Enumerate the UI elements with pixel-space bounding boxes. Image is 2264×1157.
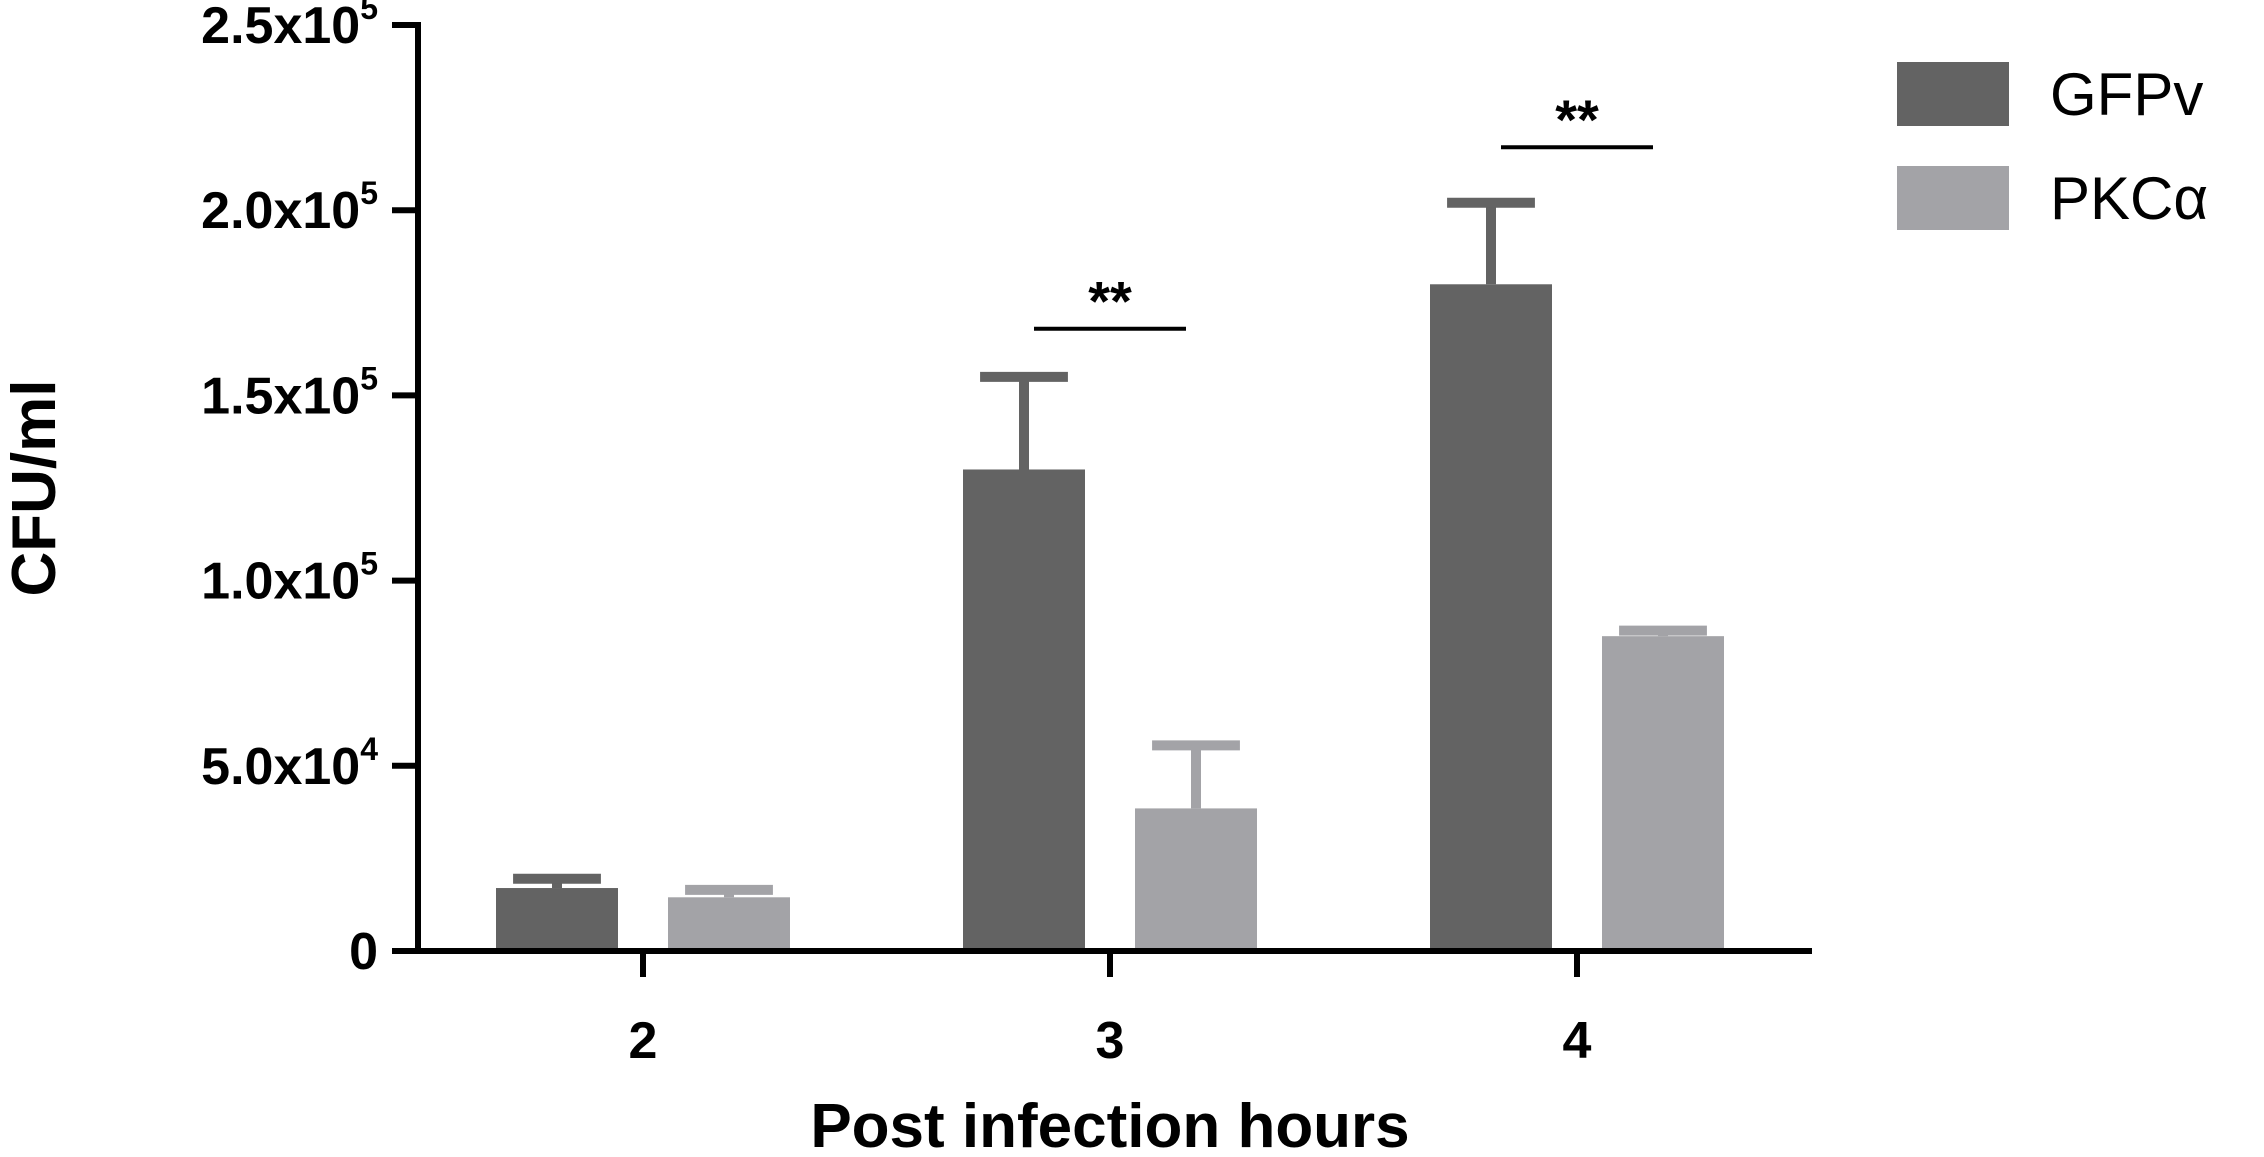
legend-swatch-gfpv [1897, 62, 2009, 126]
bar-pkcα-2h [668, 897, 790, 951]
y-tick-label-base: 2.5x10 [201, 0, 360, 55]
y-tick-label: 1.0x105 [201, 546, 378, 611]
y-tick-label-exponent: 5 [360, 175, 378, 211]
legend-swatch-pkca [1897, 166, 2009, 230]
x-tick-label: 2 [629, 1012, 658, 1070]
y-tick-label-exponent: 5 [360, 0, 378, 26]
y-tick-label-base: 0 [349, 923, 378, 981]
y-tick-label: 2.0x105 [201, 175, 378, 240]
bar-pkcα-3h [1135, 808, 1257, 951]
y-tick-label-exponent: 4 [360, 731, 378, 767]
y-tick-label-base: 5.0x10 [201, 738, 360, 796]
y-tick-label: 0 [349, 923, 378, 981]
bar-gfpv-2h [496, 888, 618, 951]
x-tick-label: 3 [1096, 1012, 1125, 1070]
y-tick-label: 1.5x105 [201, 360, 378, 425]
y-tick-label: 2.5x105 [201, 0, 378, 55]
bar-pkcα-4h [1602, 636, 1724, 951]
y-tick-label-base: 1.5x10 [201, 367, 360, 425]
y-tick-label-exponent: 5 [360, 360, 378, 396]
y-tick-label-base: 1.0x10 [201, 553, 360, 611]
legend-label-gfpv: GFPv [2050, 61, 2203, 128]
y-tick-label: 5.0x104 [201, 731, 378, 796]
significance-label: ** [1088, 270, 1132, 333]
x-tick-label: 4 [1563, 1012, 1592, 1070]
legend-label-pkca: PKCα [2050, 165, 2208, 232]
error-bars-group [513, 197, 1707, 898]
y-tick-label-base: 2.0x10 [201, 182, 360, 240]
bar-gfpv-4h [1430, 284, 1552, 951]
y-axis-title: CFU/ml [0, 380, 69, 597]
x-axis-ticks: 2 3 4 [629, 951, 1592, 1070]
legend: GFPv PKCα [1897, 61, 2208, 232]
bars-group [496, 284, 1724, 951]
significance-label: ** [1555, 88, 1599, 151]
y-tick-label-exponent: 5 [360, 546, 378, 582]
x-axis-title: Post infection hours [810, 1092, 1409, 1157]
significance-group: ** ** [1034, 88, 1653, 333]
bar-gfpv-3h [963, 469, 1085, 951]
